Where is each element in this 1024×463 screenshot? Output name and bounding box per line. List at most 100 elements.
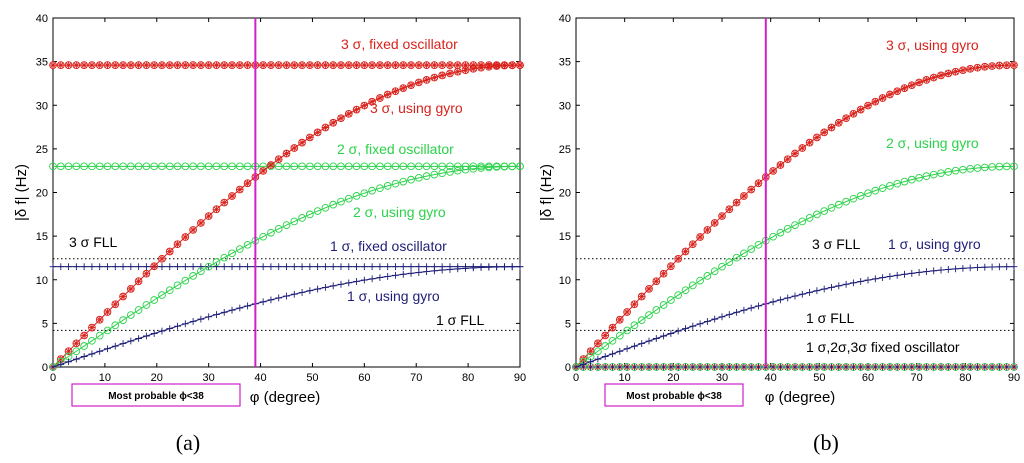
circle-marker: [500, 162, 509, 171]
x-marker: [244, 180, 251, 187]
plus-marker: [1010, 363, 1018, 371]
x-tick-label: 20: [667, 372, 679, 384]
x-marker: [322, 62, 329, 69]
plus-marker: [682, 363, 689, 371]
plus-marker: [842, 280, 850, 288]
plus-marker: [485, 263, 493, 271]
circle-marker: [747, 245, 756, 253]
plus-marker: [197, 263, 205, 271]
x-marker: [981, 63, 988, 70]
plus-marker: [996, 363, 1003, 371]
circle-marker: [134, 162, 143, 171]
circle-marker: [376, 162, 384, 171]
plus-marker: [828, 363, 835, 371]
x-marker: [423, 62, 430, 69]
plus-marker: [399, 263, 407, 271]
x-marker: [616, 316, 623, 323]
circle-marker: [827, 203, 836, 212]
plus-marker: [835, 282, 843, 290]
circle-marker: [659, 301, 668, 309]
plus-marker: [290, 290, 298, 298]
x-marker: [454, 62, 461, 69]
circle-marker: [142, 301, 151, 309]
x-marker: [143, 270, 150, 277]
x-marker: [221, 199, 228, 206]
circle-marker: [212, 162, 221, 171]
circle-marker: [220, 162, 229, 171]
circle-marker: [856, 192, 865, 200]
plus-marker: [652, 335, 660, 342]
x-marker: [682, 248, 689, 255]
circle-marker: [103, 162, 112, 171]
circle-marker: [805, 214, 814, 222]
plus-marker: [430, 267, 438, 275]
x-marker: [213, 62, 220, 69]
circle-marker: [197, 162, 205, 171]
circle-marker: [306, 210, 314, 219]
circle-marker: [298, 214, 306, 222]
plus-marker: [283, 263, 290, 271]
x-tick-label: 60: [862, 372, 874, 384]
panel-b: 0 10 20 30 40 50 60 70 80 90 0 5 10 15 20 25 30 35 40 |δ f|…: [538, 13, 1020, 407]
plus-marker: [96, 263, 104, 271]
circle-marker: [469, 162, 478, 171]
circle-marker: [80, 162, 88, 171]
plus-marker: [645, 363, 653, 371]
plus-marker: [236, 304, 244, 312]
circle-marker: [383, 162, 392, 171]
circle-marker: [516, 162, 524, 171]
x-marker: [594, 340, 601, 347]
plus-marker: [314, 263, 322, 271]
plus-marker: [143, 332, 150, 340]
x-marker: [400, 85, 407, 92]
plus-marker: [1010, 263, 1018, 271]
plus-marker: [835, 363, 843, 371]
x-marker: [872, 98, 879, 105]
plus-marker: [601, 363, 609, 371]
plus-marker: [966, 264, 974, 272]
circle-marker: [88, 162, 96, 171]
circle-marker: [220, 253, 229, 262]
circle-marker: [594, 347, 602, 356]
circle-marker: [344, 194, 353, 203]
circle-marker: [360, 189, 369, 198]
circle-marker: [282, 162, 291, 171]
plus-marker: [798, 290, 806, 298]
plus-marker: [345, 279, 353, 287]
plus-marker: [65, 263, 72, 271]
circle-marker: [864, 189, 872, 198]
x-marker: [260, 167, 267, 174]
x-marker: [104, 62, 111, 69]
x-marker: [182, 62, 189, 69]
circle-marker: [900, 177, 909, 186]
x-marker: [850, 110, 857, 117]
y-tick-label: 40: [559, 13, 571, 25]
circle-marker: [181, 276, 190, 285]
x-marker: [236, 186, 243, 193]
x-marker: [337, 115, 345, 122]
y-tick-label: 10: [559, 275, 571, 287]
circle-marker: [769, 232, 777, 241]
series-annotation: 2 σ, using gyro: [886, 135, 979, 151]
plus-marker: [813, 363, 821, 371]
circle-marker: [492, 163, 501, 171]
plus-marker: [88, 350, 96, 358]
circle-marker: [732, 253, 741, 262]
x-tick-label: 70: [410, 372, 422, 384]
plus-marker: [711, 315, 719, 323]
y-tick-label: 0: [42, 362, 48, 374]
plus-marker: [937, 363, 945, 371]
circle-marker: [681, 286, 690, 295]
plus-marker: [820, 363, 828, 371]
plus-marker: [143, 263, 150, 271]
x-marker: [462, 67, 469, 74]
plus-marker: [733, 308, 740, 316]
plus-marker: [798, 363, 806, 371]
x-marker: [236, 62, 243, 69]
x-marker: [345, 62, 352, 69]
x-marker: [151, 62, 158, 69]
circle-marker: [383, 182, 392, 190]
plus-marker: [96, 347, 104, 355]
x-marker: [415, 79, 422, 86]
